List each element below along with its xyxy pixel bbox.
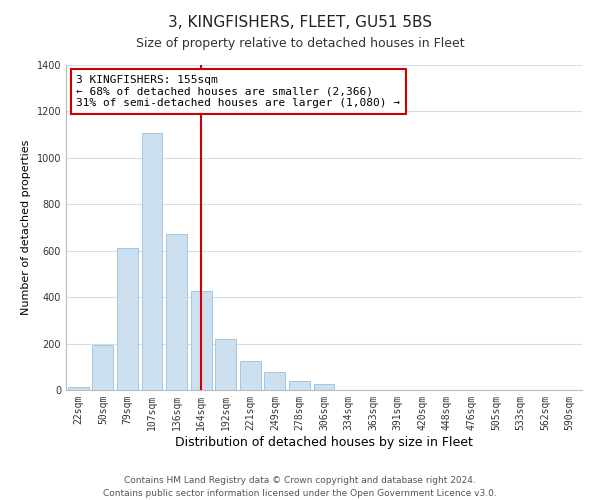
Bar xyxy=(117,248,138,390)
Text: Size of property relative to detached houses in Fleet: Size of property relative to detached ho… xyxy=(136,38,464,51)
Bar xyxy=(314,384,334,390)
Text: 3 KINGFISHERS: 155sqm
← 68% of detached houses are smaller (2,366)
31% of semi-d: 3 KINGFISHERS: 155sqm ← 68% of detached … xyxy=(76,74,400,108)
Bar xyxy=(68,386,89,390)
Bar xyxy=(166,234,187,390)
Text: 3, KINGFISHERS, FLEET, GU51 5BS: 3, KINGFISHERS, FLEET, GU51 5BS xyxy=(168,15,432,30)
Text: Contains HM Land Registry data © Crown copyright and database right 2024.
Contai: Contains HM Land Registry data © Crown c… xyxy=(103,476,497,498)
Bar xyxy=(142,134,163,390)
Bar xyxy=(265,372,286,390)
Bar xyxy=(92,344,113,390)
Bar xyxy=(240,361,261,390)
Bar xyxy=(289,380,310,390)
Bar xyxy=(191,292,212,390)
Y-axis label: Number of detached properties: Number of detached properties xyxy=(21,140,31,315)
Bar xyxy=(215,339,236,390)
X-axis label: Distribution of detached houses by size in Fleet: Distribution of detached houses by size … xyxy=(175,436,473,448)
